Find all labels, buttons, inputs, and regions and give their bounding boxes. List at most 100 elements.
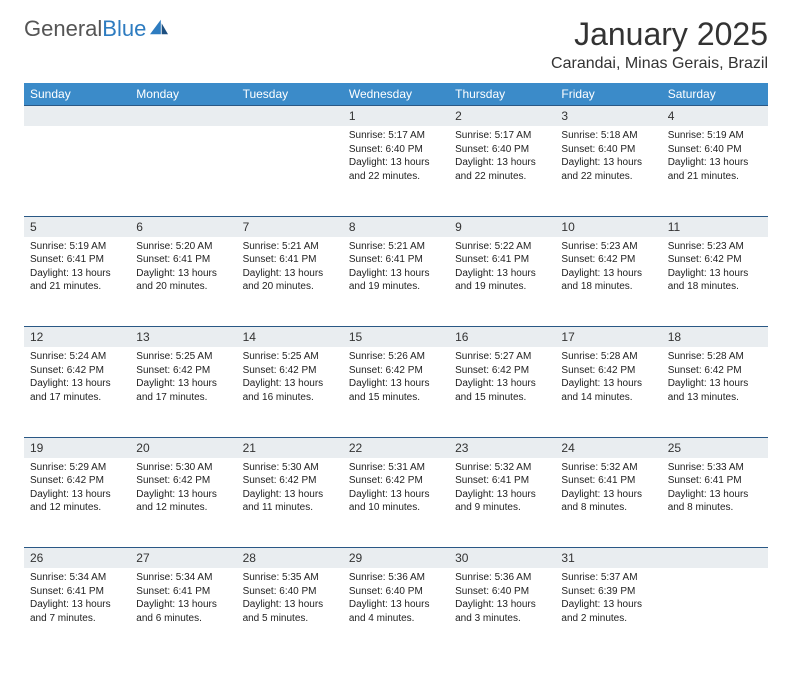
day2-text: and 19 minutes. <box>349 280 443 294</box>
day-number: 15 <box>343 327 449 348</box>
weekday-header: Saturday <box>662 83 768 106</box>
day-cell: Sunrise: 5:34 AMSunset: 6:41 PMDaylight:… <box>130 568 236 658</box>
day2-text: and 9 minutes. <box>455 501 549 515</box>
day2-text: and 17 minutes. <box>136 391 230 405</box>
day2-text: and 6 minutes. <box>136 612 230 626</box>
sunrise-text: Sunrise: 5:32 AM <box>455 461 549 475</box>
day2-text: and 15 minutes. <box>455 391 549 405</box>
day1-text: Daylight: 13 hours <box>455 377 549 391</box>
logo-word1: General <box>24 16 102 41</box>
sunrise-text: Sunrise: 5:25 AM <box>243 350 337 364</box>
sunrise-text: Sunrise: 5:37 AM <box>561 571 655 585</box>
day-number: 23 <box>449 437 555 458</box>
day-cell: Sunrise: 5:21 AMSunset: 6:41 PMDaylight:… <box>343 237 449 327</box>
day1-text: Daylight: 13 hours <box>668 377 762 391</box>
sunset-text: Sunset: 6:42 PM <box>668 253 762 267</box>
day-number <box>24 106 130 127</box>
sunrise-text: Sunrise: 5:33 AM <box>668 461 762 475</box>
day-number: 7 <box>237 216 343 237</box>
day1-text: Daylight: 13 hours <box>455 267 549 281</box>
day2-text: and 12 minutes. <box>30 501 124 515</box>
sunrise-text: Sunrise: 5:31 AM <box>349 461 443 475</box>
day-cell: Sunrise: 5:27 AMSunset: 6:42 PMDaylight:… <box>449 347 555 437</box>
day-cell: Sunrise: 5:32 AMSunset: 6:41 PMDaylight:… <box>449 458 555 548</box>
day2-text: and 8 minutes. <box>668 501 762 515</box>
day2-text: and 10 minutes. <box>349 501 443 515</box>
day2-text: and 20 minutes. <box>243 280 337 294</box>
day-number <box>662 548 768 569</box>
day-number: 2 <box>449 106 555 127</box>
day-cell: Sunrise: 5:17 AMSunset: 6:40 PMDaylight:… <box>343 126 449 216</box>
sunset-text: Sunset: 6:42 PM <box>455 364 549 378</box>
day-cell: Sunrise: 5:30 AMSunset: 6:42 PMDaylight:… <box>130 458 236 548</box>
day2-text: and 15 minutes. <box>349 391 443 405</box>
day-cell: Sunrise: 5:18 AMSunset: 6:40 PMDaylight:… <box>555 126 661 216</box>
daynum-row: 262728293031 <box>24 548 768 569</box>
week-row: Sunrise: 5:34 AMSunset: 6:41 PMDaylight:… <box>24 568 768 658</box>
sunrise-text: Sunrise: 5:20 AM <box>136 240 230 254</box>
day1-text: Daylight: 13 hours <box>455 488 549 502</box>
weekday-header: Friday <box>555 83 661 106</box>
sunset-text: Sunset: 6:41 PM <box>30 585 124 599</box>
sunset-text: Sunset: 6:40 PM <box>349 585 443 599</box>
day-cell: Sunrise: 5:22 AMSunset: 6:41 PMDaylight:… <box>449 237 555 327</box>
day1-text: Daylight: 13 hours <box>668 267 762 281</box>
week-row: Sunrise: 5:17 AM Sunset: 6:40 PM Daylight:… <box>24 126 768 216</box>
day-cell: Sunrise: 5:23 AMSunset: 6:42 PMDaylight:… <box>555 237 661 327</box>
day-cell: Sunrise: 5:31 AMSunset: 6:42 PMDaylight:… <box>343 458 449 548</box>
day-number: 8 <box>343 216 449 237</box>
day-number: 11 <box>662 216 768 237</box>
day-cell <box>237 126 343 216</box>
day-cell: Sunrise: 5:23 AMSunset: 6:42 PMDaylight:… <box>662 237 768 327</box>
day1-text: Daylight: 13 hours <box>136 598 230 612</box>
day2-text: and 20 minutes. <box>136 280 230 294</box>
day-cell: Sunrise: 5:28 AMSunset: 6:42 PMDaylight:… <box>555 347 661 437</box>
day-number: 26 <box>24 548 130 569</box>
day-number: 13 <box>130 327 236 348</box>
day2-text: and 8 minutes. <box>561 501 655 515</box>
location: Carandai, Minas Gerais, Brazil <box>551 55 768 73</box>
week-row: Sunrise: 5:19 AMSunset: 6:41 PMDaylight:… <box>24 237 768 327</box>
sunrise-text: Sunrise: 5:19 AM <box>30 240 124 254</box>
daynum-row: 19202122232425 <box>24 437 768 458</box>
day1-text: Daylight: 13 hours <box>349 488 443 502</box>
day1-text: Daylight: 13 hours <box>349 598 443 612</box>
sunrise-text: Sunrise: 5:36 AM <box>349 571 443 585</box>
day-cell: Sunrise: 5:19 AMSunset: 6:41 PMDaylight:… <box>24 237 130 327</box>
day-number: 27 <box>130 548 236 569</box>
day2-text: and 22 minutes. <box>349 170 443 184</box>
day-cell: Sunrise: 5:35 AMSunset: 6:40 PMDaylight:… <box>237 568 343 658</box>
sunset-text: Sunset: 6:42 PM <box>136 364 230 378</box>
day-cell <box>662 568 768 658</box>
day2-text: and 14 minutes. <box>561 391 655 405</box>
day1-text: Daylight: 13 hours <box>668 488 762 502</box>
daynum-row: 567891011 <box>24 216 768 237</box>
day1-text: Daylight: 13 hours <box>136 488 230 502</box>
day-cell: Sunrise: 5:25 AMSunset: 6:42 PMDaylight:… <box>130 347 236 437</box>
day-number: 10 <box>555 216 661 237</box>
day-cell: Sunrise: 5:24 AMSunset: 6:42 PMDaylight:… <box>24 347 130 437</box>
sunrise-text: Sunrise: 5:28 AM <box>561 350 655 364</box>
day-number <box>130 106 236 127</box>
sunrise-text: Sunrise: 5:25 AM <box>136 350 230 364</box>
day1-text: Daylight: 13 hours <box>349 267 443 281</box>
day1-text: Daylight: 13 hours <box>455 156 549 170</box>
month-title: January 2025 <box>551 16 768 53</box>
sunrise-text: Sunrise: 5:27 AM <box>455 350 549 364</box>
week-row: Sunrise: 5:29 AMSunset: 6:42 PMDaylight:… <box>24 458 768 548</box>
sunrise-text: Sunrise: 5:17 AM <box>349 129 443 143</box>
sunset-text: Sunset: 6:40 PM <box>561 143 655 157</box>
weekday-header: Thursday <box>449 83 555 106</box>
day2-text: and 13 minutes. <box>668 391 762 405</box>
sunrise-text: Sunrise: 5:26 AM <box>349 350 443 364</box>
day1-text: Daylight: 13 hours <box>30 377 124 391</box>
sunrise-text: Sunrise: 5:19 AM <box>668 129 762 143</box>
day-number: 14 <box>237 327 343 348</box>
sunset-text: Sunset: 6:41 PM <box>561 474 655 488</box>
day-number: 1 <box>343 106 449 127</box>
day-number: 29 <box>343 548 449 569</box>
title-block: January 2025 Carandai, Minas Gerais, Bra… <box>551 16 768 73</box>
day-number: 22 <box>343 437 449 458</box>
day2-text: and 21 minutes. <box>668 170 762 184</box>
sunset-text: Sunset: 6:42 PM <box>30 474 124 488</box>
